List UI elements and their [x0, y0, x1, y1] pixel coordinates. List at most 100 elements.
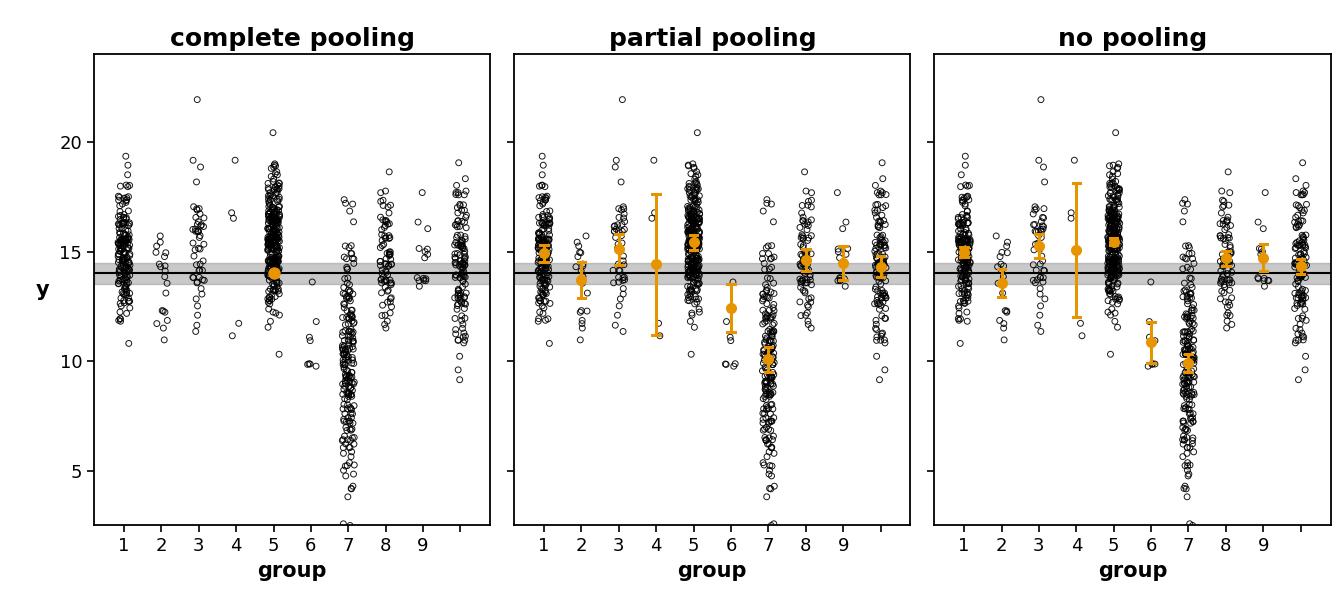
Point — [1173, 286, 1195, 296]
Point — [454, 253, 476, 263]
Point — [758, 425, 780, 434]
Point — [950, 265, 972, 275]
Point — [761, 336, 782, 346]
Point — [1285, 213, 1306, 222]
Point — [684, 190, 706, 200]
Point — [1218, 233, 1239, 242]
Point — [1023, 209, 1044, 219]
Point — [1179, 382, 1200, 392]
Point — [1105, 240, 1126, 249]
Point — [113, 247, 134, 257]
Point — [333, 299, 355, 309]
Point — [1098, 237, 1120, 246]
Point — [867, 205, 888, 215]
Point — [259, 296, 281, 306]
Point — [332, 342, 353, 352]
Point — [754, 432, 775, 442]
Point — [1106, 229, 1128, 239]
Point — [1102, 246, 1124, 256]
Point — [681, 232, 703, 242]
Point — [340, 404, 362, 414]
Point — [374, 231, 395, 241]
Point — [261, 229, 282, 239]
Point — [258, 206, 280, 216]
Point — [187, 310, 208, 320]
Point — [1105, 232, 1126, 242]
Point — [759, 409, 781, 419]
Point — [265, 285, 286, 295]
Point — [534, 238, 555, 248]
Point — [1288, 222, 1309, 231]
Point — [755, 378, 777, 387]
Point — [1211, 277, 1232, 286]
Point — [1288, 217, 1309, 226]
Point — [263, 225, 285, 234]
Point — [259, 213, 281, 223]
Point — [1290, 286, 1312, 295]
Point — [609, 213, 630, 222]
Point — [258, 265, 280, 274]
Point — [266, 247, 288, 257]
Point — [263, 160, 285, 170]
Point — [679, 245, 700, 255]
Point — [333, 414, 355, 424]
Point — [1214, 288, 1235, 298]
Point — [372, 201, 394, 210]
Point — [1034, 177, 1055, 187]
Point — [1181, 366, 1203, 376]
Point — [336, 292, 358, 301]
Point — [685, 246, 707, 255]
Point — [1109, 294, 1130, 304]
Point — [110, 316, 132, 326]
Point — [757, 293, 778, 303]
Point — [261, 263, 282, 272]
Point — [753, 404, 774, 414]
Point — [681, 191, 703, 201]
Point — [677, 260, 699, 270]
Point — [337, 319, 359, 329]
Point — [1103, 245, 1125, 254]
Point — [956, 236, 977, 246]
Point — [1176, 309, 1198, 319]
Point — [265, 286, 286, 295]
Point — [1107, 231, 1129, 241]
Point — [837, 243, 859, 253]
Point — [536, 255, 558, 265]
Point — [610, 294, 632, 304]
Point — [868, 260, 890, 270]
Point — [762, 404, 784, 414]
Point — [1289, 241, 1310, 251]
Point — [116, 213, 137, 223]
Point — [1176, 365, 1198, 375]
Point — [375, 323, 396, 333]
Point — [445, 220, 466, 230]
Point — [1099, 242, 1121, 252]
Point — [751, 296, 773, 306]
Point — [1293, 186, 1314, 196]
Point — [1140, 277, 1161, 287]
Point — [1181, 400, 1203, 410]
Point — [1176, 362, 1198, 372]
Point — [1101, 263, 1122, 272]
Point — [867, 188, 888, 198]
Point — [340, 403, 362, 413]
Point — [680, 216, 702, 225]
Point — [683, 209, 704, 219]
Point — [874, 241, 895, 251]
Point — [948, 213, 969, 222]
Point — [685, 294, 707, 304]
Point — [758, 264, 780, 274]
Point — [530, 296, 551, 306]
Point — [157, 315, 179, 325]
Point — [1105, 243, 1126, 252]
Point — [992, 288, 1013, 298]
Point — [1030, 244, 1051, 254]
Point — [448, 286, 469, 295]
Point — [872, 259, 894, 269]
Point — [538, 241, 559, 251]
Point — [603, 226, 625, 236]
Point — [453, 293, 474, 303]
Point — [267, 268, 289, 277]
Point — [797, 217, 818, 226]
Point — [266, 222, 288, 231]
